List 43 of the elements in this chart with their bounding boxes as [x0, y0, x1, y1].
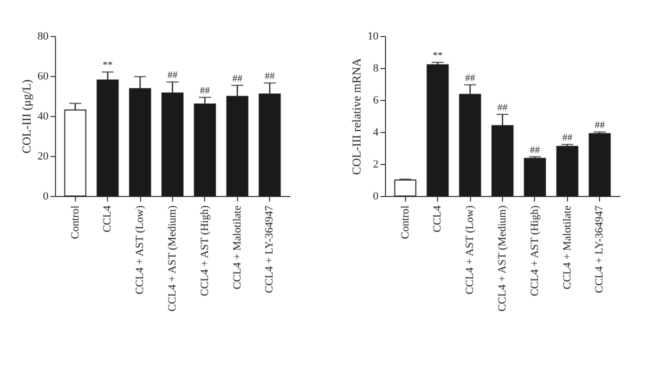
annotation: ## [232, 73, 242, 84]
y-tick-label: 10 [368, 30, 379, 42]
y-tick-label: 60 [38, 70, 49, 82]
y-axis-title: COL-III relative mRNA [350, 58, 364, 175]
y-tick-label: 20 [38, 150, 49, 162]
annotation: ## [594, 120, 605, 131]
x-tick-label: CCL4 [432, 205, 444, 232]
y-tick-label: 4 [373, 126, 379, 138]
x-tick-label: CCL4 + LY-364947 [594, 205, 606, 294]
x-tick-label: Control [69, 206, 82, 240]
y-tick-label: 2 [373, 158, 378, 170]
annotation: ## [498, 102, 508, 114]
annotation: ## [530, 144, 540, 156]
y-tick-label: 0 [43, 190, 49, 202]
x-tick-label: CCL4 [102, 205, 114, 232]
bar [426, 64, 449, 196]
annotation: ** [432, 50, 443, 62]
bar [556, 146, 578, 196]
x-tick-label: CCL4 + Malotilate [231, 205, 244, 290]
annotation: ## [168, 70, 178, 81]
x-tick-label: CCL4 + AST (Medium) [496, 205, 508, 312]
x-tick-label: CCL4 + AST (Low) [134, 205, 146, 294]
bar [524, 158, 546, 196]
y-tick-label: 80 [38, 30, 49, 42]
x-tick-label: CCL4 + AST (High) [528, 205, 541, 296]
y-tick-label: 40 [38, 110, 49, 122]
x-tick-label: CCL4 + Malotilate [561, 205, 574, 290]
x-tick-label: CCL4 + AST (Low) [464, 205, 476, 294]
y-tick-label: 0 [373, 190, 379, 202]
annotation: ## [200, 85, 210, 96]
annotation: ## [465, 72, 476, 84]
annotation: ## [264, 71, 275, 82]
y-tick-label: 8 [373, 62, 379, 74]
annotation: ** [102, 60, 113, 71]
x-tick-label: CCL4 + LY-364947 [264, 205, 276, 294]
bar [588, 133, 611, 196]
annotation: ## [562, 132, 572, 144]
x-tick-label: CCL4 + AST (Medium) [166, 205, 178, 312]
y-tick-label: 6 [373, 94, 379, 106]
x-tick-label: CCL4 + AST (High) [198, 205, 211, 296]
bar [394, 180, 416, 196]
x-tick-label: Control [399, 206, 412, 240]
y-axis-title: COL-III (μg/L) [20, 79, 34, 154]
